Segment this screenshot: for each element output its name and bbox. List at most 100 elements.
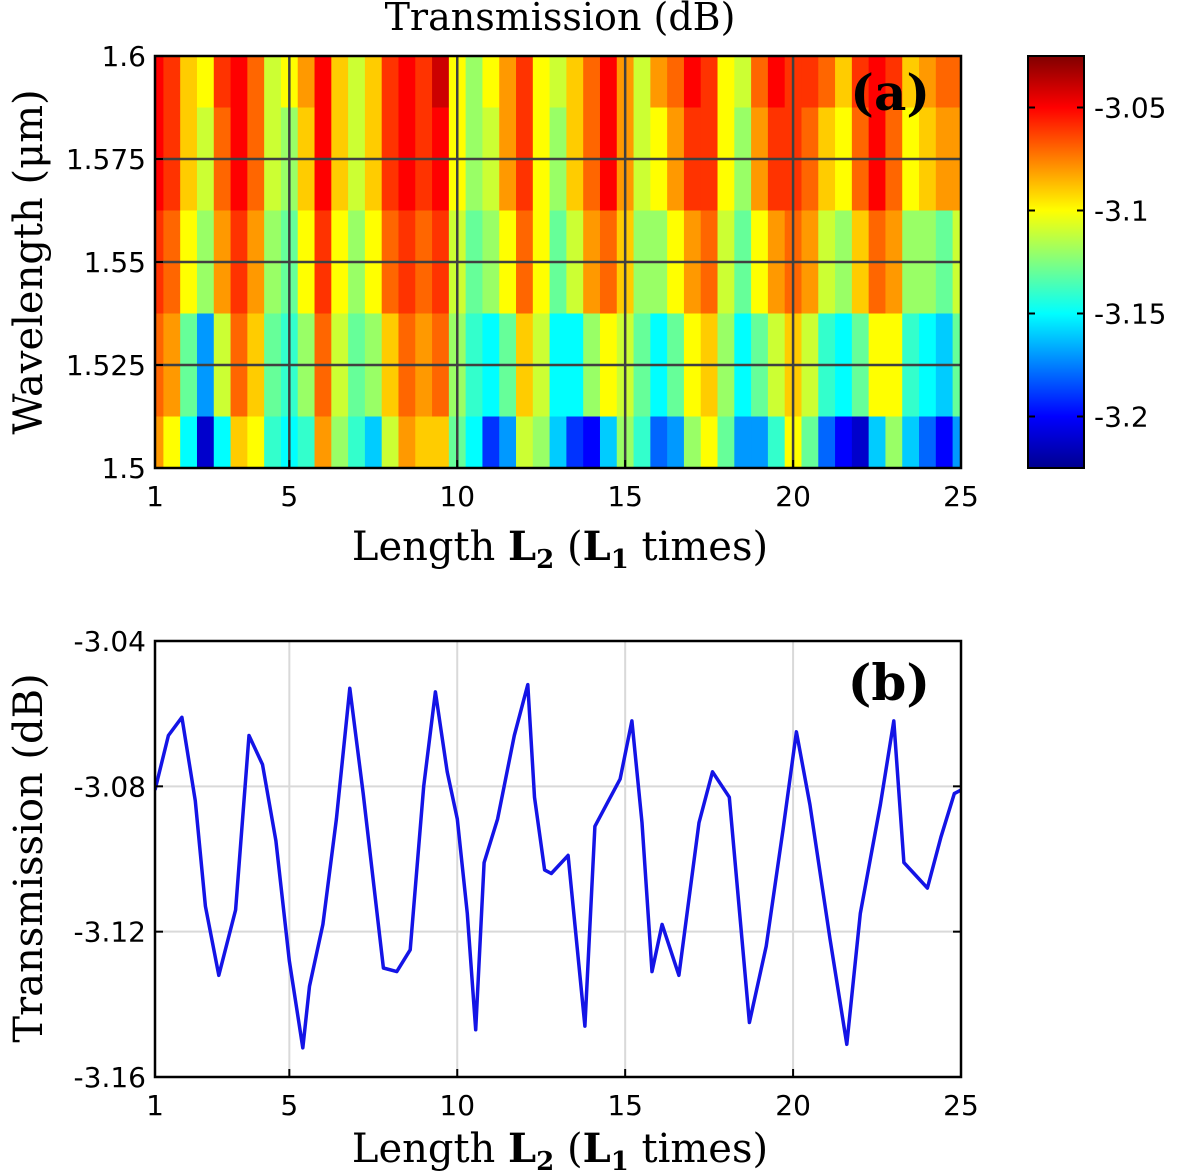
heatmap-cell [818,416,836,468]
heatmap-cell [499,416,517,468]
heatmap-x-tick-label: 15 [607,480,643,513]
heatmap-cell [432,416,450,468]
heatmap-cell [465,416,484,468]
heatmap-cell [700,56,719,109]
colorbar-tick-label: -3.1 [1094,195,1149,228]
heatmap-cell [818,56,836,109]
heatmap-grid [155,56,961,468]
line-y-tick-label: -3.12 [74,916,146,949]
line-frame [153,639,963,1079]
heatmap-cell [650,416,668,468]
line-y-label: Transmission (dB) [6,673,52,1042]
heatmap-cell [583,416,601,468]
heatmap-y-tick-label: 1.5 [101,452,146,485]
heatmap-cell [734,416,752,468]
heatmap-cell [348,56,366,109]
heatmap-cell [919,56,937,109]
heatmap-cell [566,56,584,109]
heatmap-cell [835,416,853,468]
panel-label-b: (b) [848,653,930,712]
panel-a: Transmission (dB) 1 5 10 15 20 251.51.5251.55… [6,0,1166,575]
line-x-tick-label: 15 [607,1089,643,1122]
heatmap-cell [516,416,534,468]
heatmap-cell [835,56,853,109]
heatmap-cell [331,416,349,468]
heatmap-cell [155,56,164,109]
heatmap-cell [734,56,752,109]
heatmap-cell [851,56,870,109]
heatmap-cell [482,56,500,109]
heatmap-cell [633,56,651,109]
line-y-tick-label: -3.16 [74,1061,146,1094]
heatmap-cell [364,416,383,468]
heatmap-cell [952,56,961,109]
heatmap-cell [851,416,870,468]
heatmap-cell [751,416,769,468]
heatmap-cell [196,56,215,109]
heatmap-cell [432,56,450,109]
line-x-label: Length L2 (L1 times) [352,1125,768,1172]
heatmap-cell [247,416,265,468]
heatmap-cell [163,416,181,468]
line-y-tick-label: -3.08 [74,770,146,803]
heatmap-cell [717,416,735,468]
heatmap-cell [482,416,500,468]
heatmap-cell [196,416,215,468]
heatmap-cell [398,56,416,109]
heatmap-cell [499,56,517,109]
heatmap-y-label: Wavelength (μm) [6,89,52,434]
heatmap-cell [650,56,668,109]
heatmap-cell [885,56,903,109]
heatmap-cell [566,416,584,468]
heatmap-cell [700,416,719,468]
heatmap-cell [767,416,786,468]
colorbar [1027,55,1085,469]
heatmap-cell [264,416,282,468]
colorbar-tick-label: -3.2 [1094,401,1149,434]
transmission-line [155,682,961,1050]
heatmap-cell [331,56,349,109]
heatmap-cell [180,416,198,468]
heatmap-x-label: Length L2 (L1 times) [352,523,768,575]
heatmap-cell [935,416,954,468]
heatmap-cell [213,416,232,468]
heatmap-cell [516,56,534,109]
heatmap-x-tick-label: 20 [775,480,811,513]
heatmap-cell [667,416,685,468]
heatmap-cell [801,56,819,109]
heatmap-cell [155,416,164,468]
heatmap-cell [230,416,248,468]
heatmap-title: Transmission (dB) [385,0,736,39]
colorbar-tick-label: -3.05 [1094,92,1166,125]
line-ticks: 1 5 10 15 20 25-3.04-3.08-3.12-3.16 [74,625,979,1122]
panel-label-a: (a) [850,63,930,122]
heatmap-cell [247,56,265,109]
heatmap-cell [902,56,920,109]
colorbar-tick-label: -3.15 [1094,298,1166,331]
heatmap-cell [213,56,232,109]
heatmap-cell [230,56,248,109]
heatmap-cell [549,416,567,468]
heatmap-cell [935,56,954,109]
line-y-tick-label: -3.04 [74,625,146,658]
heatmap-cell [297,56,316,109]
heatmap-cell [633,416,651,468]
heatmap-cell [297,416,316,468]
heatmap-cell [314,416,332,468]
line-x-tick-label: 10 [439,1089,475,1122]
heatmap-cell [902,416,920,468]
heatmap-cell [314,56,332,109]
heatmap-x-tick-label: 25 [943,480,979,513]
heatmap-cell [264,56,282,109]
heatmap-cell [801,416,819,468]
line-x-tick-label: 1 [146,1089,164,1122]
heatmap-x-tick-label: 1 [146,480,164,513]
heatmap-cell [348,416,366,468]
heatmap-cell [683,56,702,109]
heatmap-cell [465,56,484,109]
heatmap-cell [549,56,567,109]
heatmap-x-tick-label: 5 [280,480,298,513]
heatmap-cell [885,416,903,468]
